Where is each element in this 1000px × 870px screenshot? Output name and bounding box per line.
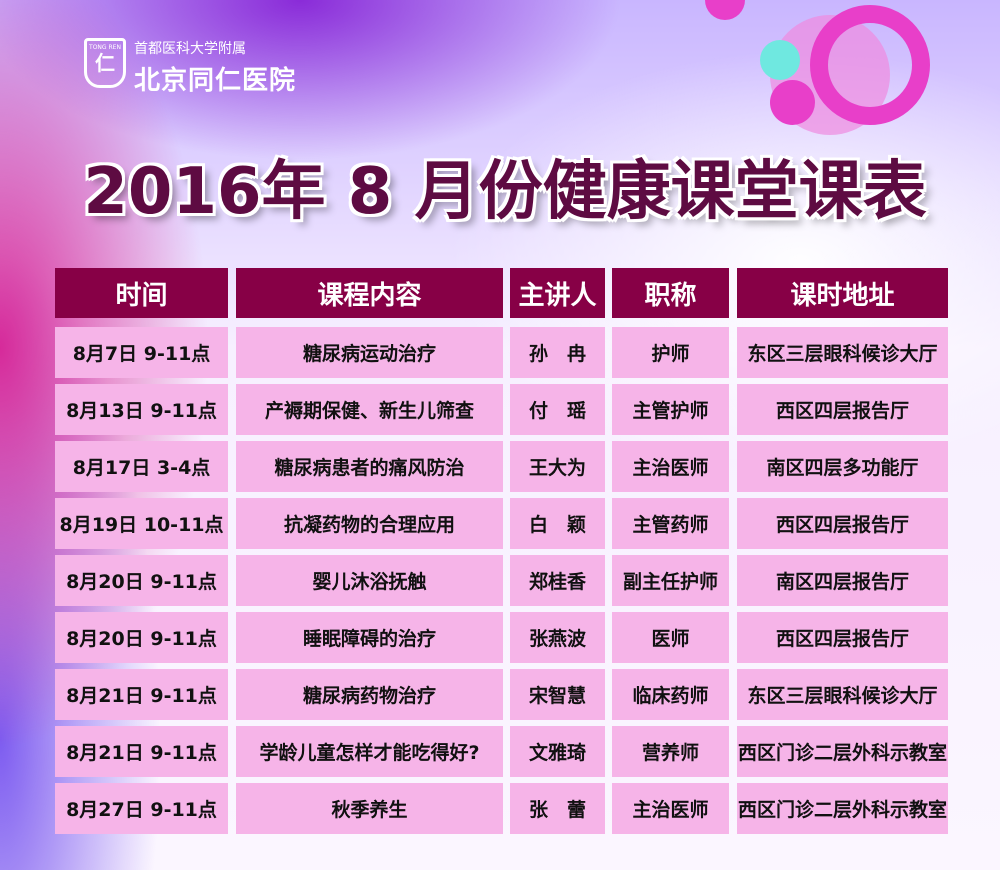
table-cell: 秋季养生 xyxy=(236,783,503,834)
table-cell: 主治医师 xyxy=(612,783,729,834)
table-cell: 张燕波 xyxy=(510,612,605,663)
table-cell: 医师 xyxy=(612,612,729,663)
table-cell: 8月21日 9-11点 xyxy=(55,669,228,720)
table-cell: 孙 冉 xyxy=(510,327,605,378)
table-cell: 抗凝药物的合理应用 xyxy=(236,498,503,549)
table-cell: 8月17日 3-4点 xyxy=(55,441,228,492)
table-cell: 8月20日 9-11点 xyxy=(55,612,228,663)
table-cell: 8月20日 9-11点 xyxy=(55,555,228,606)
column-header: 职称 xyxy=(612,268,729,318)
column-header: 课程内容 xyxy=(236,268,503,318)
decor-circle xyxy=(770,80,815,125)
table-cell: 主管药师 xyxy=(612,498,729,549)
table-cell: 白 颖 xyxy=(510,498,605,549)
table-cell: 主治医师 xyxy=(612,441,729,492)
table-cell: 糖尿病药物治疗 xyxy=(236,669,503,720)
table-cell: 付 瑶 xyxy=(510,384,605,435)
table-cell: 文雅琦 xyxy=(510,726,605,777)
column-header: 主讲人 xyxy=(510,268,605,318)
table-cell: 睡眠障碍的治疗 xyxy=(236,612,503,663)
table-cell: 张 蕾 xyxy=(510,783,605,834)
table-cell: 8月7日 9-11点 xyxy=(55,327,228,378)
column-header: 时间 xyxy=(55,268,228,318)
affiliation: 首都医科大学附属 xyxy=(134,41,246,57)
table-cell: 郑桂香 xyxy=(510,555,605,606)
hospital-logo: TONG REN 仁 xyxy=(84,38,126,88)
logo-tag: TONG REN xyxy=(89,44,121,51)
table-cell: 糖尿病患者的痛风防治 xyxy=(236,441,503,492)
table-cell: 婴儿沐浴抚触 xyxy=(236,555,503,606)
table-cell: 西区门诊二层外科示教室 xyxy=(737,726,948,777)
table-cell: 8月21日 9-11点 xyxy=(55,726,228,777)
table-cell: 西区四层报告厅 xyxy=(737,612,948,663)
table-cell: 王大为 xyxy=(510,441,605,492)
table-cell: 宋智慧 xyxy=(510,669,605,720)
table-cell: 西区四层报告厅 xyxy=(737,498,948,549)
decor-circle xyxy=(705,0,745,20)
table-cell: 主管护师 xyxy=(612,384,729,435)
table-cell: 8月19日 10-11点 xyxy=(55,498,228,549)
table-cell: 南区四层多功能厅 xyxy=(737,441,948,492)
table-cell: 8月13日 9-11点 xyxy=(55,384,228,435)
decor-circle xyxy=(760,40,800,80)
table-cell: 营养师 xyxy=(612,726,729,777)
table-cell: 8月27日 9-11点 xyxy=(55,783,228,834)
table-cell: 糖尿病运动治疗 xyxy=(236,327,503,378)
table-cell: 护师 xyxy=(612,327,729,378)
table-cell: 东区三层眼科候诊大厅 xyxy=(737,327,948,378)
table-cell: 产褥期保健、新生儿筛查 xyxy=(236,384,503,435)
table-cell: 西区四层报告厅 xyxy=(737,384,948,435)
page-title: 2016年 8 月份健康课堂课表 xyxy=(83,155,927,229)
table-cell: 临床药师 xyxy=(612,669,729,720)
decor-circle xyxy=(810,5,930,125)
hospital-name: 北京同仁医院 xyxy=(134,66,297,96)
table-cell: 学龄儿童怎样才能吃得好? xyxy=(236,726,503,777)
table-cell: 西区门诊二层外科示教室 xyxy=(737,783,948,834)
table-cell: 副主任护师 xyxy=(612,555,729,606)
logo-mark: 仁 xyxy=(95,51,115,75)
column-header: 课时地址 xyxy=(737,268,948,318)
table-cell: 东区三层眼科候诊大厅 xyxy=(737,669,948,720)
table-cell: 南区四层报告厅 xyxy=(737,555,948,606)
